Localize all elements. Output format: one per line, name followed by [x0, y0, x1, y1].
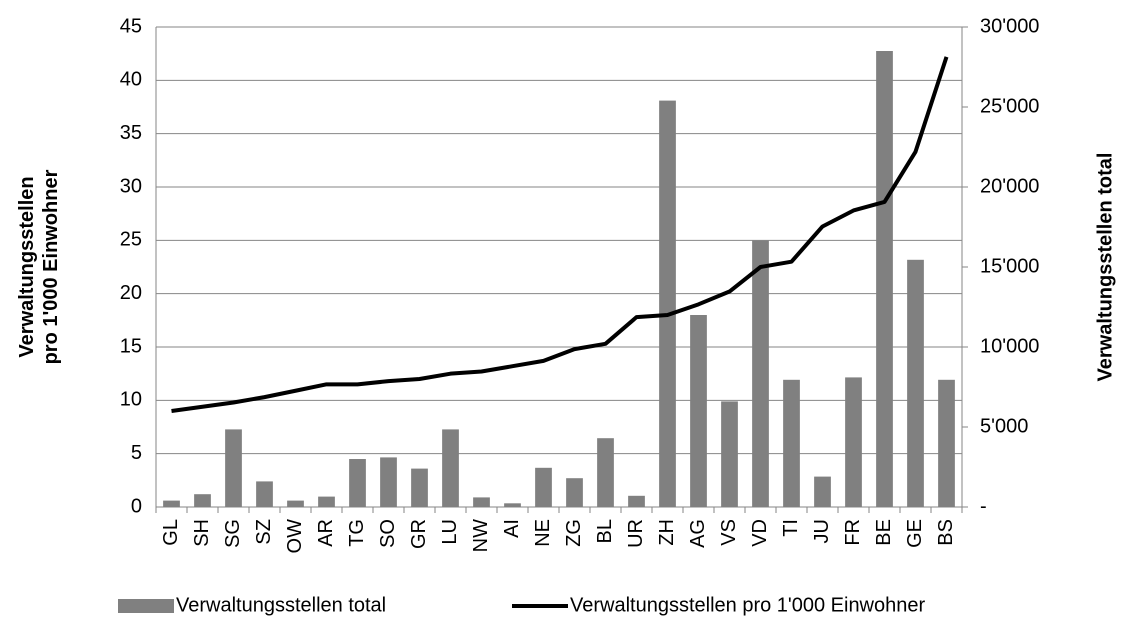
- bar: [566, 478, 583, 507]
- y2-tick-label: 15'000: [980, 255, 1039, 277]
- x-tick-label: VD: [749, 519, 771, 547]
- x-tick-label: SG: [222, 519, 244, 548]
- x-tick-label: JU: [811, 519, 833, 543]
- x-tick-label: BS: [935, 519, 957, 546]
- y-tick-label: 40: [120, 69, 142, 91]
- legend-label: Verwaltungsstellen total: [176, 594, 386, 616]
- y2-tick-label: 20'000: [980, 175, 1039, 197]
- y2-tick-label: 5'000: [980, 415, 1028, 437]
- x-tick-label: GE: [904, 519, 926, 548]
- bar: [473, 497, 490, 507]
- bar: [690, 315, 707, 507]
- bar: [876, 51, 893, 507]
- x-tick-label: NE: [532, 519, 554, 547]
- x-tick-label: ZH: [656, 519, 678, 546]
- x-tick-label: LU: [439, 519, 461, 545]
- bar: [380, 457, 397, 507]
- bar: [256, 481, 273, 507]
- x-tick-label: BE: [873, 519, 895, 546]
- x-tick-label: UR: [625, 519, 647, 548]
- bar: [349, 459, 366, 507]
- y-tick-label: 30: [120, 175, 142, 197]
- x-tick-label: GR: [408, 519, 430, 549]
- bar: [411, 468, 428, 507]
- y-tick-label: 5: [131, 442, 142, 464]
- bar: [194, 494, 211, 507]
- bar: [225, 429, 242, 507]
- legend-label: Verwaltungsstellen pro 1'000 Einwohner: [570, 594, 925, 616]
- bar: [721, 401, 738, 507]
- y-tick-label: 20: [120, 282, 142, 304]
- y-tick-label: 0: [131, 495, 142, 517]
- bar: [938, 379, 955, 507]
- x-tick-label: AR: [315, 519, 337, 547]
- x-tick-label: AG: [687, 519, 709, 548]
- y2-axis-title: Verwaltungsstellen total: [1094, 153, 1116, 382]
- y2-tick-label: 25'000: [980, 95, 1039, 117]
- bar: [442, 429, 459, 507]
- bar: [845, 377, 862, 507]
- bar: [659, 100, 676, 507]
- bar: [287, 500, 304, 507]
- bar: [907, 259, 924, 507]
- y-tick-label: 10: [120, 389, 142, 411]
- y-tick-label: 15: [120, 335, 142, 357]
- bar: [752, 240, 769, 507]
- bar: [535, 467, 552, 507]
- bar: [597, 438, 614, 507]
- x-tick-label: FR: [842, 519, 864, 546]
- y2-tick-label: -: [980, 495, 987, 517]
- bar: [504, 503, 521, 507]
- x-tick-label: SZ: [253, 519, 275, 545]
- y-axis-title: Verwaltungsstellen pro 1'000 Einwohner: [16, 169, 62, 364]
- bar: [163, 500, 180, 507]
- line: [171, 56, 949, 413]
- y-axis-title-line: Verwaltungsstellen: [16, 176, 38, 357]
- x-tick-label: SO: [377, 519, 399, 548]
- x-tick-label: OW: [284, 519, 306, 554]
- bar: [814, 476, 831, 507]
- y-tick-label: 45: [120, 15, 142, 37]
- x-tick-label: NW: [470, 519, 492, 552]
- x-tick-label: VS: [718, 519, 740, 546]
- y-tick-label: 35: [120, 122, 142, 144]
- x-tick-label: ZG: [563, 519, 585, 547]
- legend-swatch: [118, 599, 174, 613]
- bar: [628, 495, 645, 507]
- y2-tick-label: 10'000: [980, 335, 1039, 357]
- y2-tick-label: 30'000: [980, 15, 1039, 37]
- y-axis-title-line: pro 1'000 Einwohner: [40, 169, 62, 364]
- x-tick-label: SH: [191, 519, 213, 547]
- x-tick-label: AI: [501, 519, 523, 538]
- bar: [783, 379, 800, 507]
- bar: [318, 496, 335, 507]
- y-tick-label: 25: [120, 229, 142, 251]
- x-tick-label: TG: [346, 519, 368, 547]
- x-tick-label: TI: [780, 519, 802, 537]
- x-tick-label: GL: [160, 519, 182, 546]
- x-tick-label: BL: [594, 519, 616, 543]
